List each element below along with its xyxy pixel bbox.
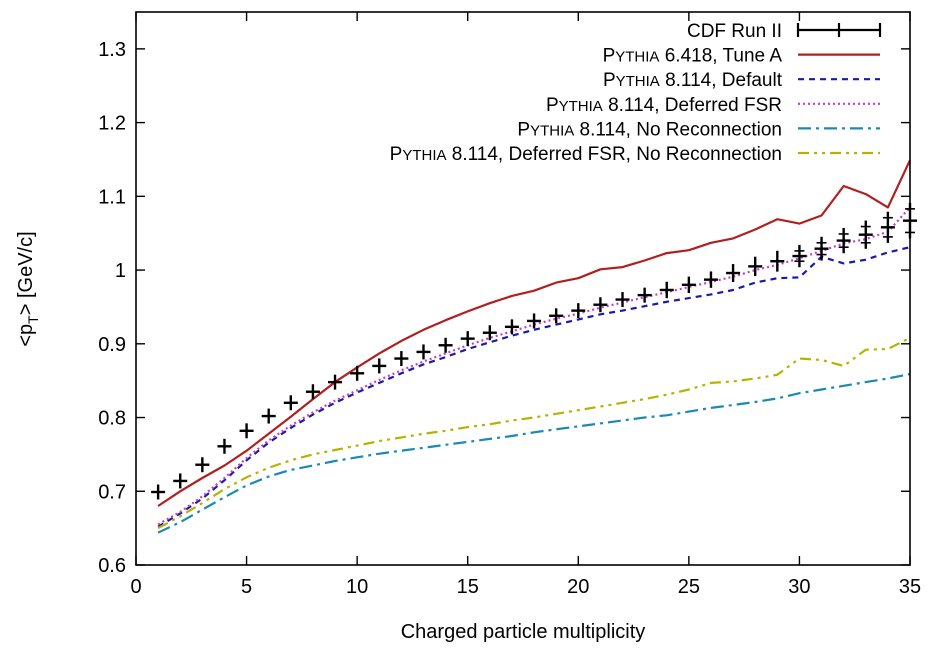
legend-label-rest: 8.114, Deferred FSR, No Reconnection — [447, 144, 783, 165]
legend-label-sc-first: P — [517, 119, 530, 140]
data-point — [151, 484, 166, 500]
data-point — [438, 337, 453, 353]
data-point — [549, 308, 564, 324]
data-point — [703, 271, 718, 288]
data-point — [571, 303, 586, 319]
legend-label-sc-first: P — [546, 95, 559, 116]
data-point — [637, 287, 652, 303]
legend-label: PYTHIA 8.114, Deferred FSR, No Reconnect… — [390, 144, 782, 165]
data-point — [283, 395, 298, 411]
data-point — [792, 244, 807, 268]
y-tick-label: 1.3 — [98, 39, 126, 61]
data-point — [239, 423, 254, 439]
data-point — [482, 325, 497, 341]
data-point — [372, 358, 387, 374]
legend-label-sc-rest: YTHIA — [616, 73, 660, 90]
data-point — [261, 408, 276, 424]
data-point — [681, 276, 696, 294]
series-line-1 — [157, 246, 910, 528]
data-point — [770, 250, 785, 272]
y-tick-label: 0.7 — [98, 481, 126, 503]
data-point — [350, 365, 365, 381]
x-tick-label: 20 — [567, 576, 589, 598]
data-point — [527, 313, 542, 329]
data-point — [460, 331, 475, 347]
legend-label-rest: 8.114, No Reconnection — [574, 119, 782, 140]
legend-label: CDF Run II — [687, 21, 782, 42]
y-tick-label: 0.6 — [98, 555, 126, 577]
x-tick-label: 10 — [346, 576, 368, 598]
series-line-3 — [157, 372, 910, 534]
legend-label-sc-first: P — [603, 70, 616, 91]
series-line-0 — [157, 159, 910, 507]
data-point — [173, 473, 188, 489]
legend-label-rest: 8.114, Default — [660, 70, 783, 91]
y-axis-label: <pT> [GeV/c] — [15, 231, 41, 346]
x-tick-label: 25 — [678, 576, 700, 598]
data-point — [504, 319, 519, 335]
legend-label: PYTHIA 8.114, No Reconnection — [517, 119, 782, 140]
legend-label-sc-rest: YTHIA — [402, 147, 446, 164]
legend-label: PYTHIA 8.114, Default — [603, 70, 783, 91]
plot-frame — [135, 11, 911, 566]
data-point — [858, 220, 873, 249]
legend-label: PYTHIA 8.114, Deferred FSR — [546, 95, 782, 116]
y-tick-label: 0.9 — [98, 334, 126, 356]
x-tick-label: 5 — [241, 576, 252, 598]
data-point — [659, 281, 674, 299]
legend-label-sc-first: P — [603, 46, 616, 67]
legend-label: PYTHIA 6.418, Tune A — [603, 46, 783, 67]
data-point — [593, 297, 608, 313]
y-axis-label-sub: T — [25, 315, 41, 324]
x-axis-label: Charged particle multiplicity — [401, 621, 646, 643]
data-point — [814, 236, 829, 261]
y-tick-label: 0.8 — [98, 408, 126, 430]
cdf-data-points — [151, 202, 917, 500]
y-axis-label-prefix: <p — [15, 324, 37, 347]
data-point — [748, 256, 763, 277]
y-axis-label-suffix: > [GeV/c] — [15, 231, 37, 315]
data-point — [394, 351, 409, 367]
data-point — [726, 264, 741, 282]
y-tick-label: 1.2 — [98, 113, 126, 135]
data-point — [836, 227, 851, 254]
data-point — [416, 344, 431, 360]
legend-label-rest: 6.418, Tune A — [659, 46, 782, 67]
curves-layer — [157, 159, 910, 534]
legend-label-rest: 8.114, Deferred FSR — [603, 95, 782, 116]
legend-label-sc-first: P — [390, 144, 403, 165]
legend-label-sc-rest: YTHIA — [530, 122, 574, 139]
data-point — [880, 211, 895, 243]
data-point — [615, 292, 630, 308]
axis-ticks: 0 5 10 15 20 25 30 35 0.6 0.7 0.8 0.9 1 1.1 1.2 1.3 — [98, 12, 921, 598]
y-tick-label: 1.1 — [98, 186, 126, 208]
x-tick-label: 30 — [788, 576, 810, 598]
legend-label-sc-rest: YTHIA — [615, 49, 659, 66]
data-point — [195, 457, 210, 473]
data-point — [328, 374, 343, 390]
x-tick-label: 15 — [457, 576, 479, 598]
legend-label-sc-rest: YTHIA — [559, 98, 603, 115]
x-tick-label: 0 — [130, 576, 141, 598]
data-point — [217, 438, 232, 454]
x-tick-label: 35 — [899, 576, 921, 598]
data-point — [305, 384, 320, 400]
y-tick-label: 1 — [115, 260, 126, 282]
